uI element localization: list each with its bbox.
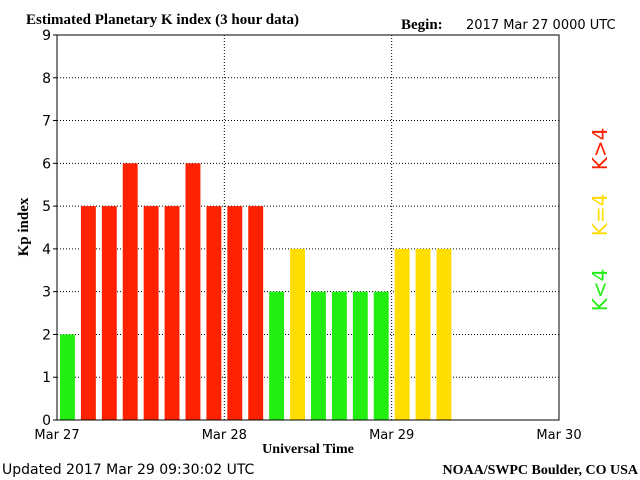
kp-bar [60, 334, 75, 420]
kp-bar [394, 248, 410, 420]
kp-bar [143, 206, 159, 420]
kp-bar [206, 206, 222, 420]
kp-bar [185, 163, 201, 421]
plot-frame [56, 34, 560, 421]
y-tick-label: 3 [42, 285, 51, 301]
y-tick-label: 4 [42, 242, 51, 258]
kp-bar [227, 206, 243, 420]
y-tick-label: 9 [42, 28, 51, 44]
x-axis-label: Universal Time [262, 442, 354, 457]
legend-green: K<4 [588, 269, 612, 312]
x-tick-label: Mar 28 [202, 428, 247, 443]
x-tick-label: Mar 29 [369, 428, 414, 443]
x-tick-label: Mar 30 [536, 428, 581, 443]
kp-bar [164, 206, 180, 420]
kp-bar [331, 291, 347, 420]
kp-bar [269, 291, 285, 420]
y-tick-label: 2 [42, 327, 51, 343]
kp-bar [311, 291, 326, 420]
y-tick-label: 6 [42, 156, 51, 172]
kp-bar [373, 291, 389, 420]
y-tick-label: 7 [42, 114, 51, 130]
x-tick-label: Mar 27 [34, 428, 79, 443]
y-tick-label: 8 [42, 71, 51, 87]
axis-ticks: 0 1 2 3 4 5 6 7 8 9 Mar 27 Mar 28 Mar 29 Mar 30 [34, 28, 581, 443]
y-axis-label: Kp index [16, 197, 32, 256]
kp-bar [101, 206, 117, 420]
updated-text: Updated 2017 Mar 29 09:30:02 UTC [2, 462, 255, 478]
grid-lines [57, 35, 559, 420]
kp-bar [436, 248, 452, 420]
begin-value: 2017 Mar 27 0000 UTC [466, 18, 616, 33]
kp-bar [248, 206, 264, 420]
kp-bar [415, 248, 431, 420]
credit-text: NOAA/SWPC Boulder, CO USA [442, 463, 638, 478]
kp-bar [352, 291, 368, 420]
bar-series [60, 163, 452, 421]
y-tick-label: 1 [42, 370, 51, 386]
y-tick-label: 5 [42, 199, 51, 215]
legend-yellow: K=4 [588, 194, 612, 237]
begin-label: Begin: [401, 17, 443, 33]
kp-bar [290, 248, 305, 420]
y-tick-label: 0 [42, 413, 51, 429]
kp-bar [122, 163, 138, 421]
chart-title: Estimated Planetary K index (3 hour data… [26, 12, 299, 28]
kp-bar [80, 206, 96, 420]
legend-red: K>4 [588, 128, 612, 171]
